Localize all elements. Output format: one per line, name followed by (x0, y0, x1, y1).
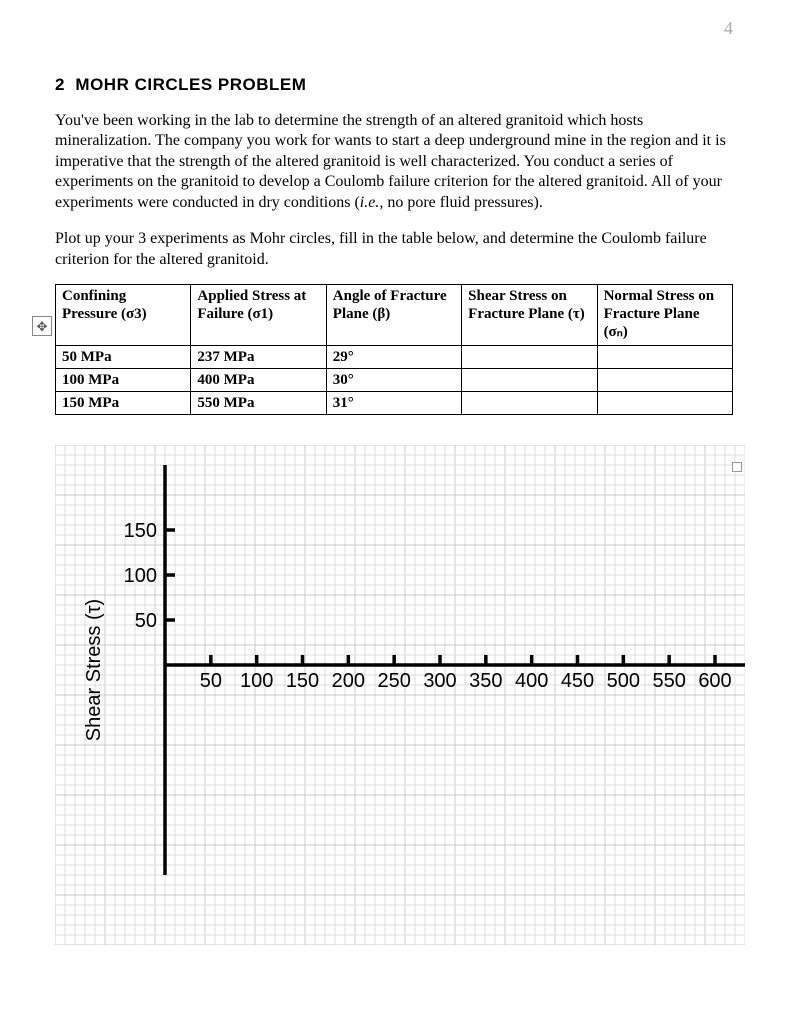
move-handle-icon[interactable]: ✥ (32, 316, 52, 336)
grid-chart: 50 100 150 200 250 300 350 400 450 500 550 600 50 100… (55, 445, 745, 945)
table-header-row: Confining Pressure (σ3) Applied Stress a… (56, 285, 733, 346)
svg-text:50: 50 (135, 610, 157, 632)
section-number: 2 (55, 75, 65, 94)
cell: 29° (326, 346, 461, 369)
para1-italic: i.e., (360, 194, 384, 211)
col-header: Normal Stress on Fracture Plane (σₙ) (597, 285, 732, 346)
svg-text:550: 550 (652, 670, 685, 692)
cell: 400 MPa (191, 369, 326, 392)
col-header: Applied Stress at Failure (σ1) (191, 285, 326, 346)
svg-text:500: 500 (607, 670, 640, 692)
cell: 30° (326, 369, 461, 392)
data-table: Confining Pressure (σ3) Applied Stress a… (55, 284, 733, 415)
svg-text:100: 100 (240, 670, 273, 692)
paragraph-2: Plot up your 3 experiments as Mohr circl… (55, 229, 733, 270)
section-title: MOHR CIRCLES PROBLEM (75, 75, 306, 94)
cell: 150 MPa (56, 392, 191, 415)
cell (597, 392, 732, 415)
table-row: 150 MPa 550 MPa 31° (56, 392, 733, 415)
svg-text:250: 250 (377, 670, 410, 692)
resize-handle-icon[interactable] (732, 462, 742, 472)
svg-text:350: 350 (469, 670, 502, 692)
cell: 100 MPa (56, 369, 191, 392)
cell (597, 369, 732, 392)
chart-area: 50 100 150 200 250 300 350 400 450 500 550 600 50 100… (55, 445, 733, 945)
svg-text:150: 150 (124, 520, 157, 542)
svg-text:600: 600 (698, 670, 731, 692)
col-header: Angle of Fracture Plane (β) (326, 285, 461, 346)
cell: 50 MPa (56, 346, 191, 369)
svg-text:450: 450 (561, 670, 594, 692)
col-header: Shear Stress on Fracture Plane (τ) (462, 285, 597, 346)
cell (462, 346, 597, 369)
table-row: 100 MPa 400 MPa 30° (56, 369, 733, 392)
table-row: 50 MPa 237 MPa 29° (56, 346, 733, 369)
svg-text:200: 200 (332, 670, 365, 692)
svg-text:Shear Stress (τ): Shear Stress (τ) (83, 599, 105, 741)
para1-tail: no pore fluid pressures). (383, 194, 543, 211)
section-heading: 2 MOHR CIRCLES PROBLEM (55, 75, 733, 95)
cell: 237 MPa (191, 346, 326, 369)
svg-text:400: 400 (515, 670, 548, 692)
svg-text:300: 300 (423, 670, 456, 692)
col-header: Confining Pressure (σ3) (56, 285, 191, 346)
cell (462, 392, 597, 415)
page-number: 4 (724, 18, 733, 39)
svg-text:100: 100 (124, 565, 157, 587)
paragraph-1: You've been working in the lab to determ… (55, 111, 733, 213)
svg-text:50: 50 (200, 670, 222, 692)
svg-text:150: 150 (286, 670, 319, 692)
cell (597, 346, 732, 369)
cell: 550 MPa (191, 392, 326, 415)
cell (462, 369, 597, 392)
cell: 31° (326, 392, 461, 415)
